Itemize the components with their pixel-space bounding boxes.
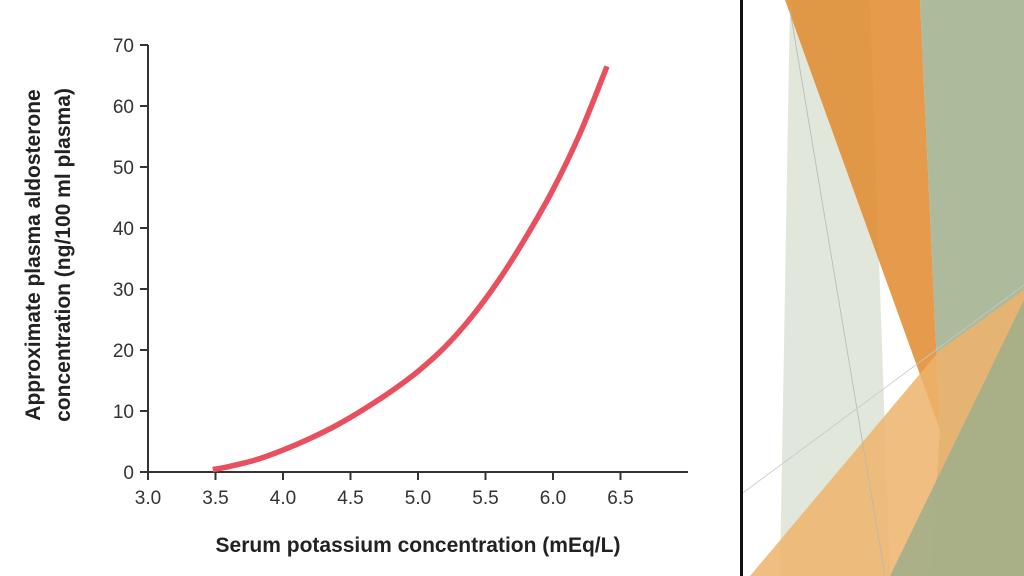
y-tick-label: 70 — [113, 36, 134, 57]
thin-diagonal-line — [740, 284, 1024, 496]
y-tick-label: 10 — [113, 402, 134, 423]
chart-series — [212, 65, 610, 473]
x-tick-label: 4.5 — [337, 488, 363, 509]
decorative-background-shapes — [740, 0, 1024, 576]
series-line — [212, 65, 610, 473]
y-tick-label: 30 — [113, 280, 134, 301]
x-tick-label: 6.0 — [540, 488, 566, 509]
chart-ticks: 3.0 3.5 4.0 4.5 5.0 5.5 6.0 6.5 0 10 20 30 40 50 60 70 — [113, 36, 634, 509]
x-tick-label: 5.5 — [472, 488, 498, 509]
sage-lower-triangle — [890, 300, 1024, 576]
x-axis-title: Serum potassium concentration (mEq/L) — [216, 534, 621, 557]
y-tick-label: 0 — [123, 463, 134, 484]
thin-diagonal-line — [789, 9, 886, 576]
x-tick-label: 3.0 — [135, 488, 161, 509]
y-axis-title-line-1: Approximate plasma aldosterone — [22, 89, 45, 420]
vertical-divider — [740, 0, 743, 576]
y-tick-label: 60 — [113, 97, 134, 118]
chart-axes — [147, 45, 688, 473]
y-tick-label: 20 — [113, 341, 134, 362]
y-axis-title-line-2: concentration (ng/100 ml plasma) — [52, 88, 75, 422]
x-tick-label: 5.0 — [405, 488, 431, 509]
y-tick-label: 40 — [113, 219, 134, 240]
x-tick-label: 6.5 — [607, 488, 633, 509]
x-tick-label: 3.5 — [202, 488, 228, 509]
y-tick-label: 50 — [113, 158, 134, 179]
orange-triangle — [785, 0, 940, 430]
x-tick-label: 4.0 — [270, 488, 296, 509]
aldosterone-chart: 3.0 3.5 4.0 4.5 5.0 5.5 6.0 6.5010203040506070 … — [22, 36, 688, 557]
